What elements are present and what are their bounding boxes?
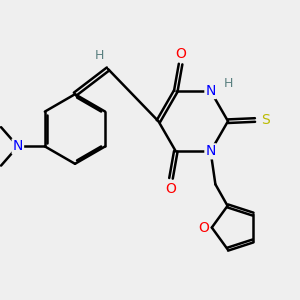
Text: N: N bbox=[206, 144, 216, 158]
Text: O: O bbox=[198, 220, 209, 235]
Text: N: N bbox=[13, 140, 23, 153]
Text: O: O bbox=[166, 182, 176, 196]
Text: H: H bbox=[224, 77, 233, 90]
Text: N: N bbox=[206, 84, 216, 98]
Text: H: H bbox=[94, 49, 104, 62]
Text: O: O bbox=[175, 47, 186, 61]
Text: S: S bbox=[261, 113, 270, 127]
